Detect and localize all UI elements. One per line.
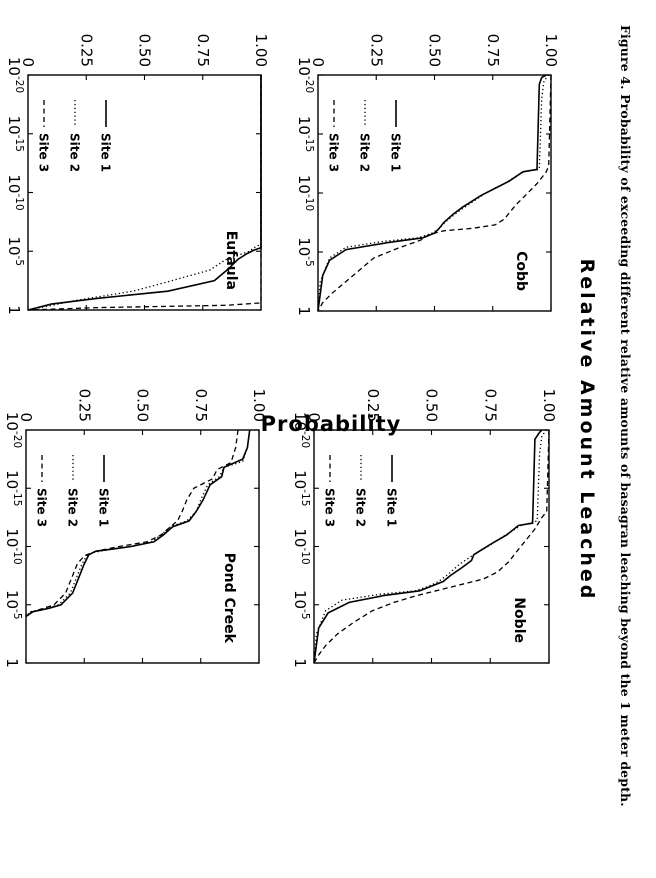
y-axis-label: Probability xyxy=(261,412,402,436)
x-tick-label: 1 xyxy=(3,658,21,668)
y-tick-label: 0.50 xyxy=(134,389,152,422)
chart-panel: 10-20 10-15 10-10 10-5 1 0 0.25 0.50 0.75 1.00 Cob… xyxy=(295,34,560,316)
y-tick-label: 0.75 xyxy=(481,389,499,422)
legend-label: Site 1 xyxy=(97,488,111,527)
x-tick-label: 10-20 xyxy=(295,57,315,93)
y-tick-label: 0.50 xyxy=(423,389,441,422)
x-tick-label: 10-5 xyxy=(5,236,25,266)
panel-title: Cobb xyxy=(513,251,529,291)
panel-title: Eufaula xyxy=(223,231,239,290)
x-tick-label: 10-20 xyxy=(291,412,311,448)
legend-label: Site 1 xyxy=(385,488,399,527)
figure-caption: Figure 4. Probability of exceeding diffe… xyxy=(618,25,633,807)
x-tick-label: 10-5 xyxy=(3,590,23,620)
legend-label: Site 3 xyxy=(35,488,49,527)
x-tick-label: 10-20 xyxy=(3,412,23,448)
legend-label: Site 2 xyxy=(66,488,80,527)
y-tick-label: 1.00 xyxy=(252,34,270,67)
chart-panel: 10-20 10-15 10-10 10-5 1 0 0.25 0.50 0.75 1.00 Euf… xyxy=(5,34,270,315)
x-axis-label: Relative Amount Leached xyxy=(576,259,598,602)
series-line xyxy=(27,75,262,311)
series-line xyxy=(25,429,251,618)
x-tick-label: 10-15 xyxy=(3,470,23,506)
x-tick-label: 10-15 xyxy=(295,116,315,152)
x-tick-label: 10-5 xyxy=(291,590,311,620)
series-line xyxy=(313,429,550,664)
y-tick-label: 0 xyxy=(309,57,327,67)
legend-label: Site 3 xyxy=(37,133,51,172)
y-tick-label: 1.00 xyxy=(540,389,558,422)
x-tick-label: 10-15 xyxy=(291,470,311,506)
panels: 10-20 10-15 10-10 10-5 1 0 0.25 0.50 0.75 1.00 Cob… xyxy=(3,34,560,668)
figure-rotated-group: 10-20 10-15 10-10 10-5 1 0 0.25 0.50 0.75 1.00 Cob… xyxy=(3,25,633,807)
legend-label: Site 2 xyxy=(354,488,368,527)
x-tick-label: 10-10 xyxy=(3,528,23,564)
y-tick-label: 0 xyxy=(19,57,37,67)
chart-panel: 10-20 10-15 10-10 10-5 1 0 0.25 0.50 0.75 1.00 Nob… xyxy=(291,389,558,668)
y-tick-label: 0.25 xyxy=(77,34,95,67)
panel-title: Noble xyxy=(511,597,527,643)
series-line xyxy=(317,74,547,312)
y-tick-label: 0.50 xyxy=(426,34,444,67)
legend-label: Site 2 xyxy=(358,133,372,172)
y-tick-label: 0.75 xyxy=(484,34,502,67)
x-tick-label: 1 xyxy=(5,305,23,315)
legend-label: Site 3 xyxy=(323,488,337,527)
x-tick-label: 1 xyxy=(295,306,313,316)
y-tick-label: 0.75 xyxy=(194,34,212,67)
x-tick-label: 10-15 xyxy=(5,116,25,152)
series-line xyxy=(313,429,543,664)
y-tick-label: 0.25 xyxy=(75,389,93,422)
legend-label: Site 1 xyxy=(99,133,113,172)
y-tick-label: 0.50 xyxy=(136,34,154,67)
series-line xyxy=(317,74,552,312)
legend-label: Site 3 xyxy=(327,133,341,172)
series-line xyxy=(25,429,239,617)
y-tick-label: 0.25 xyxy=(364,389,382,422)
y-tick-label: 0 xyxy=(17,412,35,422)
x-tick-label: 1 xyxy=(291,658,309,668)
legend-label: Site 1 xyxy=(389,133,403,172)
y-tick-label: 0.75 xyxy=(192,389,210,422)
chart-panel: 10-20 10-15 10-10 10-5 1 0 0.25 0.50 0.75 1.00 Pon… xyxy=(3,389,268,668)
panel-title: Pond Creek xyxy=(221,553,237,644)
x-tick-label: 10-10 xyxy=(291,528,311,564)
y-tick-label: 1.00 xyxy=(542,34,560,67)
y-tick-label: 0 xyxy=(305,412,323,422)
legend-label: Site 2 xyxy=(68,133,82,172)
x-tick-label: 10-5 xyxy=(295,237,315,267)
series-line xyxy=(25,429,251,617)
x-tick-label: 10-10 xyxy=(295,175,315,211)
x-tick-label: 10-10 xyxy=(5,174,25,210)
y-tick-label: 0.25 xyxy=(367,34,385,67)
x-tick-label: 10-20 xyxy=(5,57,25,93)
y-tick-label: 1.00 xyxy=(250,389,268,422)
series-line xyxy=(27,75,262,311)
